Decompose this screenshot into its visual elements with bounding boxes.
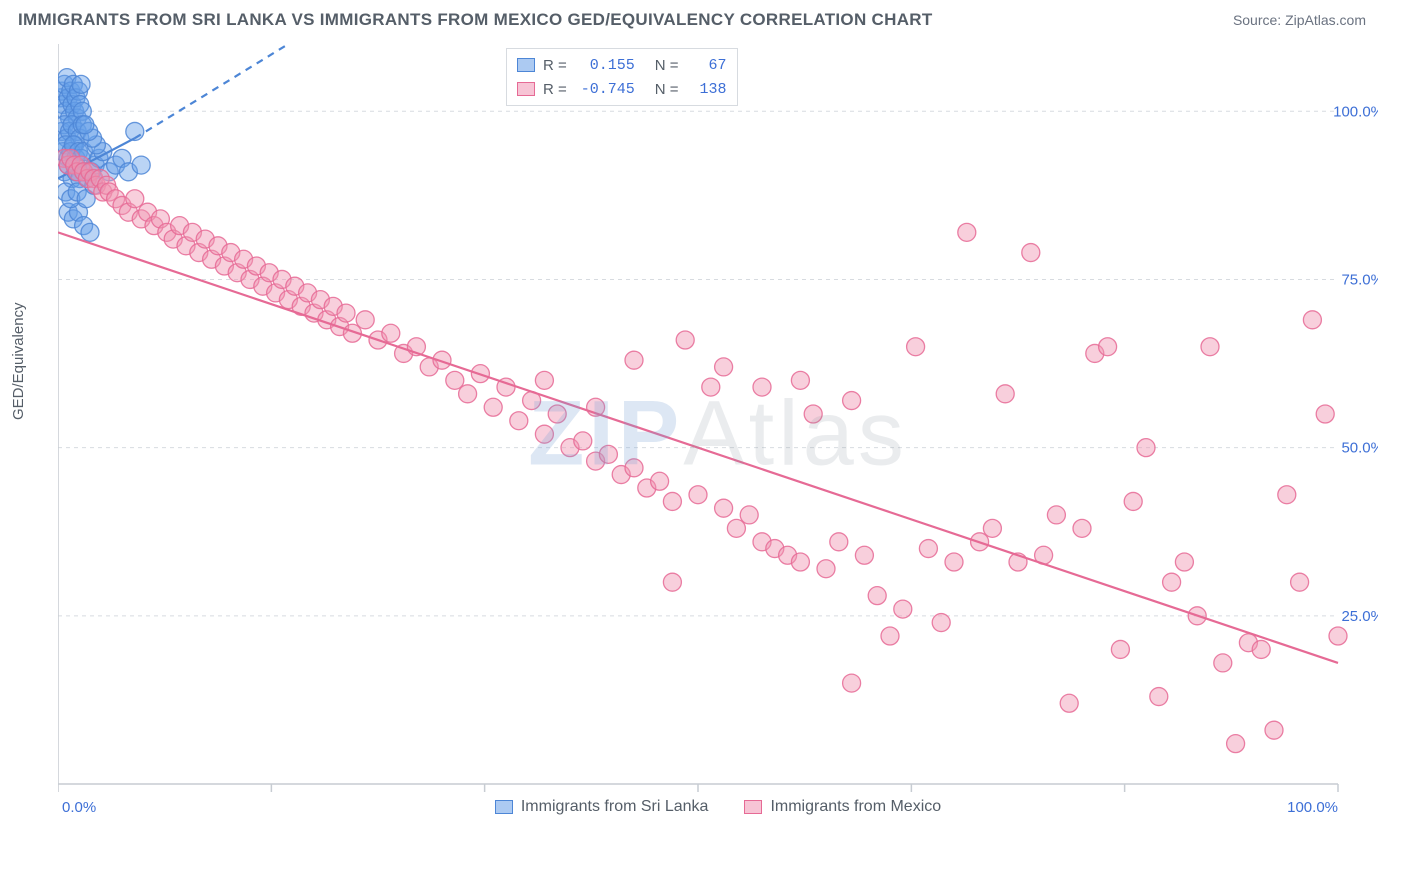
legend-item-sri-lanka: Immigrants from Sri Lanka [495, 798, 709, 816]
legend-n-label: N = [655, 57, 679, 74]
legend-n-value: 138 [687, 81, 727, 98]
legend-n-value: 67 [687, 57, 727, 74]
legend-r-label: R = [543, 57, 567, 74]
legend-item-mexico: Immigrants from Mexico [744, 798, 941, 816]
scatter-chart-svg: 25.0% 50.0% 75.0% 100.0% [58, 44, 1378, 824]
svg-text:50.0%: 50.0% [1341, 440, 1378, 457]
correlation-legend: R = 0.155 N = 67 R = -0.745 N = 138 [506, 48, 738, 106]
legend-r-label: R = [543, 81, 567, 98]
legend-r-value: 0.155 [575, 57, 635, 74]
svg-text:25.0%: 25.0% [1341, 608, 1378, 625]
legend-r-value: -0.745 [575, 81, 635, 98]
svg-text:75.0%: 75.0% [1341, 271, 1378, 288]
legend-swatch-pink [517, 82, 535, 96]
legend-swatch-blue [495, 800, 513, 814]
legend-n-label: N = [655, 81, 679, 98]
svg-text:100.0%: 100.0% [1333, 103, 1378, 120]
legend-label-sri-lanka: Immigrants from Sri Lanka [521, 798, 709, 816]
series-legend: Immigrants from Sri Lanka Immigrants fro… [58, 798, 1378, 816]
chart-source: Source: ZipAtlas.com [1233, 12, 1366, 28]
legend-swatch-blue [517, 58, 535, 72]
legend-label-mexico: Immigrants from Mexico [770, 798, 941, 816]
y-axis-label: GED/Equivalency [10, 302, 27, 420]
chart-header: IMMIGRANTS FROM SRI LANKA VS IMMIGRANTS … [0, 0, 1406, 38]
correlation-legend-row: R = 0.155 N = 67 [517, 53, 727, 77]
chart-area: 25.0%50.0%75.0%100.0% ZIPAtlas R =0.155N… [58, 44, 1378, 824]
correlation-legend-row: R = -0.745 N = 138 [517, 77, 727, 101]
chart-title: IMMIGRANTS FROM SRI LANKA VS IMMIGRANTS … [18, 10, 933, 30]
legend-swatch-pink [744, 800, 762, 814]
